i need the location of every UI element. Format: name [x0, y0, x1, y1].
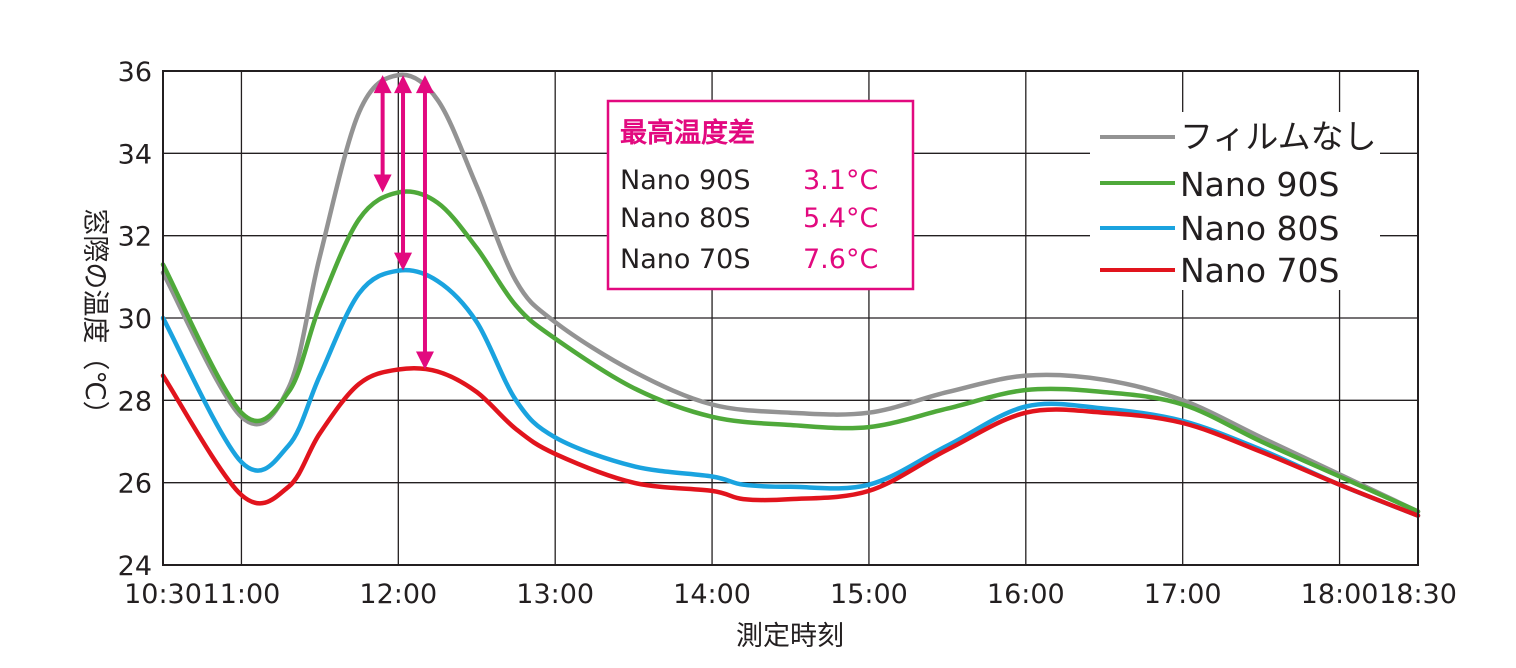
annotation-value: 3.1°C — [803, 165, 878, 196]
x-axis-title: 測定時刻 — [736, 621, 844, 652]
y-tick-label: 24 — [118, 551, 152, 582]
max-temp-difference-box: 最高温度差 Nano 90S 3.1°C Nano 80S 5.4°C Nano… — [606, 99, 915, 291]
y-axis-title: 窓際の温度（℃） — [79, 208, 110, 427]
legend-label: Nano 70S — [1180, 251, 1339, 290]
y-tick-label: 26 — [118, 469, 152, 500]
x-tick-label: 17:00 — [1144, 579, 1222, 610]
legend-label: Nano 90S — [1180, 165, 1339, 204]
difference-arrow — [394, 75, 413, 271]
annotation-label: Nano 70S — [620, 244, 750, 275]
x-tick-label: 18:30 — [1379, 579, 1457, 610]
annotation-value: 7.6°C — [803, 244, 878, 275]
y-tick-labels: 24 26 28 30 32 34 36 — [118, 57, 152, 582]
annotation-value: 5.4°C — [803, 203, 878, 234]
x-tick-label: 12:00 — [359, 579, 437, 610]
annotation-frame — [606, 99, 915, 291]
x-tick-label: 18:00 — [1301, 579, 1379, 610]
y-tick-label: 28 — [118, 386, 152, 417]
difference-arrows — [373, 75, 434, 370]
legend: フィルムなし Nano 90S Nano 80S Nano 70S — [1090, 112, 1380, 290]
annotation-title: 最高温度差 — [620, 117, 755, 149]
legend-background — [1090, 112, 1380, 290]
series-lines — [160, 72, 1421, 518]
annotation-label: Nano 80S — [620, 203, 750, 234]
x-tick-label: 15:00 — [830, 579, 908, 610]
annotation-label: Nano 90S — [620, 165, 750, 196]
y-tick-label: 34 — [118, 139, 152, 170]
x-tick-labels: 10:30 11:00 12:00 13:00 14:00 15:00 16:00 17:00… — [124, 579, 1457, 610]
y-tick-label: 36 — [118, 57, 152, 88]
legend-label: Nano 80S — [1180, 209, 1339, 248]
difference-arrow — [415, 75, 434, 370]
x-tick-label: 13:00 — [516, 579, 594, 610]
y-tick-label: 30 — [118, 304, 152, 335]
series-line-3 — [160, 365, 1421, 518]
series-line-0 — [160, 72, 1421, 514]
series-line-1 — [160, 189, 1421, 514]
x-tick-label: 11:00 — [203, 579, 281, 610]
y-tick-label: 32 — [118, 222, 152, 253]
plot-frame — [162, 70, 1419, 566]
series-line-2 — [160, 267, 1421, 518]
legend-label: フィルムなし — [1180, 117, 1377, 156]
difference-arrow — [373, 75, 392, 193]
x-tick-label: 10:30 — [124, 579, 202, 610]
x-tick-label: 16:00 — [987, 579, 1065, 610]
x-tick-label: 14:00 — [673, 579, 751, 610]
